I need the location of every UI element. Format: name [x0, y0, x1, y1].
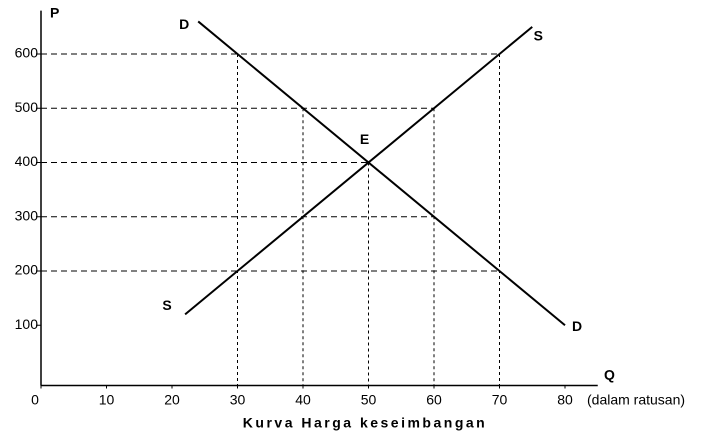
curve-label: S — [162, 297, 171, 313]
curve — [197, 20, 566, 327]
x-tick-label: 70 — [492, 392, 508, 408]
x-tick-label: 40 — [295, 392, 311, 408]
equilibrium-label: E — [360, 131, 369, 147]
y-tick-label: 200 — [15, 262, 39, 278]
x-unit: (dalam ratusan) — [587, 392, 685, 408]
x-tick-label: 0 — [31, 392, 39, 408]
chart-title: Kurva Harga keseimbangan — [243, 415, 487, 431]
y-axis-label: P — [50, 5, 59, 21]
x-tick-label: 60 — [426, 392, 442, 408]
curve-label: D — [179, 16, 189, 32]
y-tick-label: 600 — [15, 45, 39, 61]
x-tick-label: 20 — [164, 392, 180, 408]
curve-label: D — [572, 318, 582, 334]
x-axis-label: Q — [604, 367, 615, 383]
x-tick-label: 50 — [361, 392, 377, 408]
y-tick-label: 100 — [15, 316, 39, 332]
y-tick-label: 400 — [15, 153, 39, 169]
x-tick-label: 80 — [557, 392, 573, 408]
curve-label: S — [534, 28, 543, 44]
curve — [184, 26, 533, 316]
x-tick-label: 10 — [99, 392, 115, 408]
y-tick-label: 500 — [15, 99, 39, 115]
x-tick-label: 30 — [230, 392, 246, 408]
y-tick-label: 300 — [15, 207, 39, 223]
